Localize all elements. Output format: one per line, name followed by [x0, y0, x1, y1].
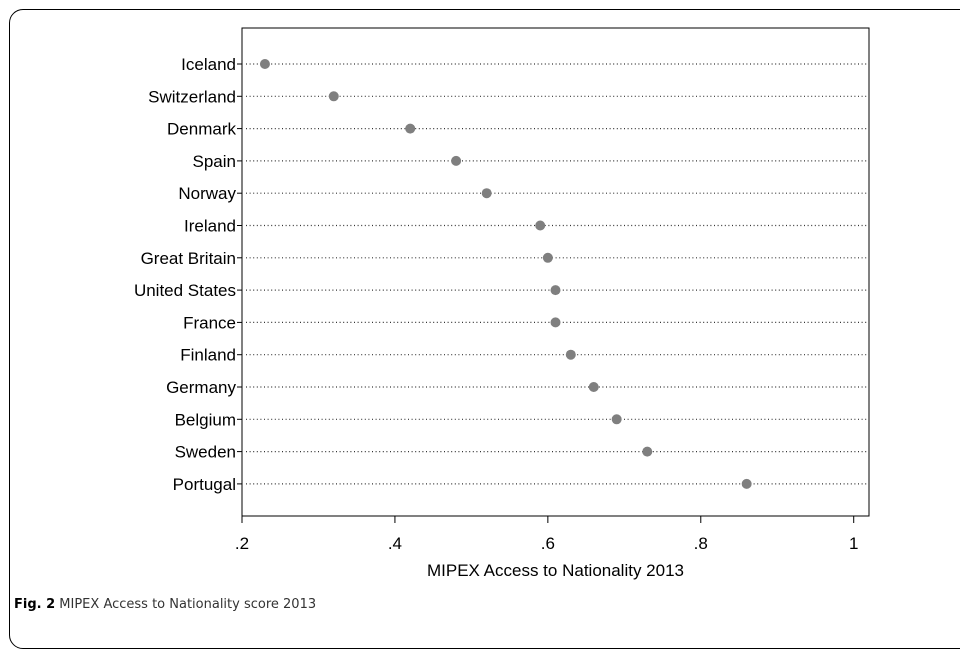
- data-point: [535, 220, 546, 231]
- x-axis-label: MIPEX Access to Nationality 2013: [427, 561, 684, 580]
- category-label: Denmark: [167, 120, 236, 139]
- category-label: Spain: [193, 152, 236, 171]
- category-label: France: [183, 313, 236, 332]
- category-label: Great Britain: [141, 249, 236, 268]
- x-tick-label: .2: [235, 534, 249, 553]
- data-point: [642, 446, 653, 457]
- figure-caption-text: MIPEX Access to Nationality score 2013: [59, 597, 317, 612]
- data-point: [565, 349, 576, 360]
- category-label: Norway: [178, 184, 236, 203]
- data-point: [328, 91, 339, 102]
- x-tick-label: 1: [849, 534, 858, 553]
- data-point: [542, 252, 553, 263]
- plot-area: [241, 27, 870, 517]
- data-point: [611, 414, 622, 425]
- figure-caption-label: Fig. 2: [14, 597, 56, 612]
- category-label: Iceland: [181, 55, 236, 74]
- category-label: United States: [134, 281, 236, 300]
- data-point: [451, 155, 462, 166]
- data-point: [550, 285, 561, 296]
- data-point: [481, 188, 492, 199]
- category-label: Switzerland: [148, 87, 236, 106]
- dot-chart: Iceland Switzerland Denmark Spain Norway Irel…: [134, 27, 870, 580]
- x-tick-label: .6: [541, 534, 555, 553]
- x-tick-label: .4: [388, 534, 402, 553]
- category-label: Belgium: [175, 410, 236, 429]
- data-point: [588, 382, 599, 392]
- category-label: Finland: [180, 346, 236, 365]
- figure-caption: Fig. 2 MIPEX Access to Nationality score…: [14, 597, 316, 612]
- x-tick-label: .8: [694, 534, 708, 553]
- data-point: [405, 123, 416, 134]
- category-label: Sweden: [175, 443, 236, 462]
- data-point: [259, 59, 270, 69]
- category-label: Portugal: [173, 475, 236, 494]
- category-label: Germany: [166, 378, 236, 397]
- category-label: Ireland: [184, 217, 236, 236]
- data-point: [550, 317, 561, 328]
- data-point: [741, 478, 752, 489]
